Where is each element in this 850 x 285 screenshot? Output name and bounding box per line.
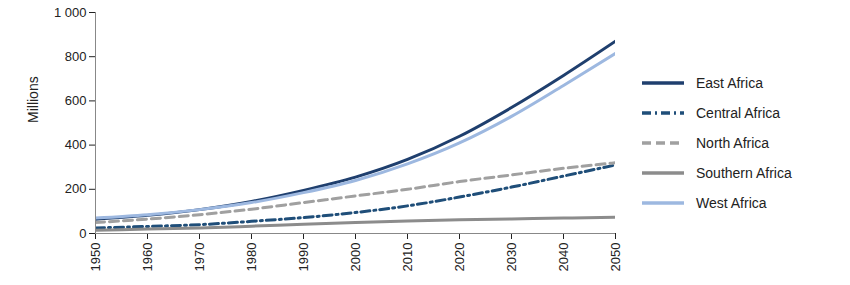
svg-text:1980: 1980	[244, 243, 259, 272]
html-text:Southern Africa: Southern Africa	[696, 164, 792, 181]
svg-text:1970: 1970	[192, 243, 207, 272]
svg-text:200: 200	[65, 181, 87, 196]
svg-text:1960: 1960	[140, 243, 155, 272]
svg-text:400: 400	[65, 137, 87, 152]
html-text:East Africa: East Africa	[696, 74, 763, 91]
svg-text:600: 600	[65, 93, 87, 108]
svg-text:2010: 2010	[400, 243, 415, 272]
svg-text:2020: 2020	[452, 243, 467, 272]
html-text:West Africa: West Africa	[696, 194, 767, 211]
svg-text:0: 0	[79, 226, 86, 241]
html-text:Central Africa: Central Africa	[696, 104, 780, 121]
svg-text:1 000: 1 000	[54, 5, 87, 20]
svg-text:1990: 1990	[296, 243, 311, 272]
svg-text:2000: 2000	[348, 243, 363, 272]
svg-text:2050: 2050	[608, 243, 623, 272]
svg-text:2030: 2030	[504, 243, 519, 272]
svg-text:1950: 1950	[88, 243, 103, 272]
svg-text:800: 800	[65, 49, 87, 64]
html-text:North Africa: North Africa	[696, 134, 770, 151]
svg-text:2040: 2040	[556, 243, 571, 272]
svg-text:Millions: Millions	[25, 76, 41, 123]
